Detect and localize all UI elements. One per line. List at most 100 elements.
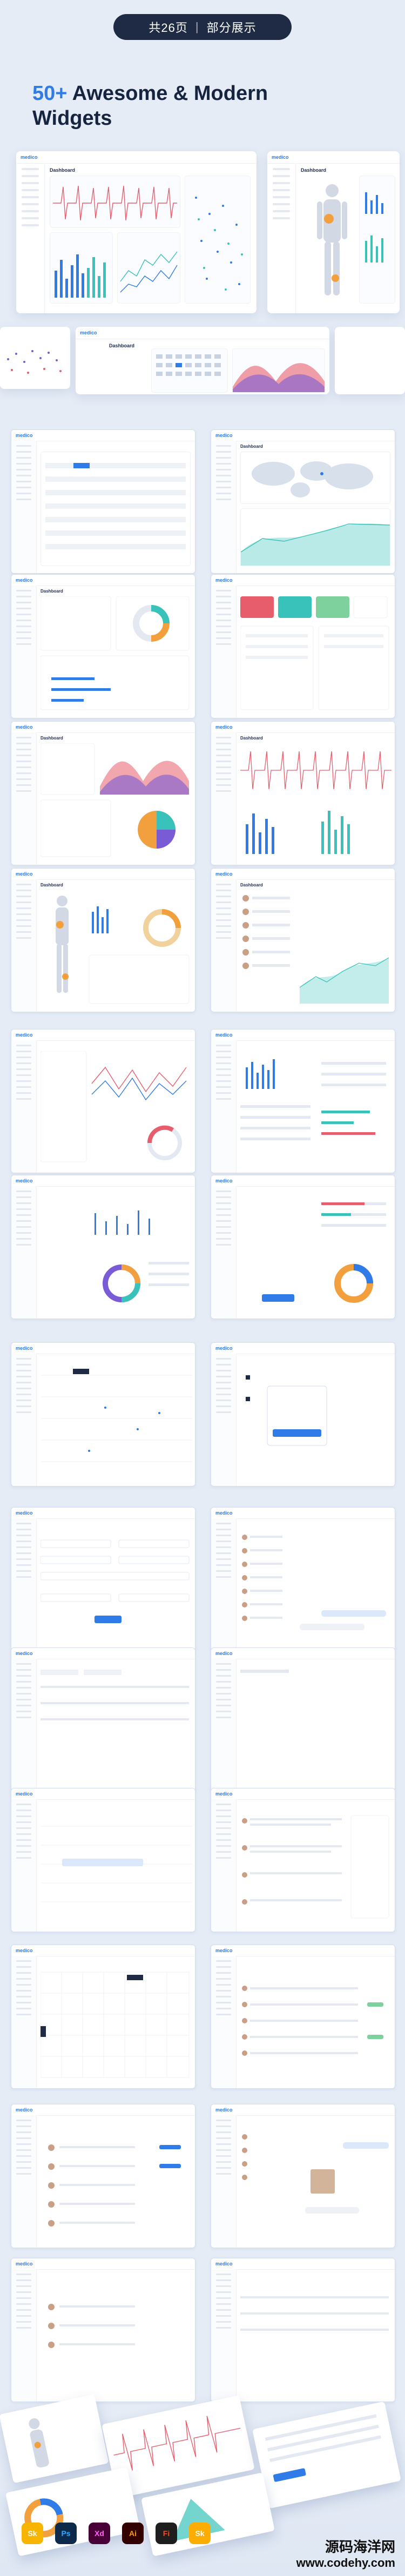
screens-row-5: medico medico <box>11 1029 395 1175</box>
scatter-box <box>185 176 251 304</box>
screen-add-patient: medico <box>11 1507 195 1651</box>
showcase-grid <box>265 2414 381 2482</box>
panel-sidebar <box>16 163 45 313</box>
panel-sidebar <box>267 163 296 313</box>
scatter-plot <box>195 197 243 291</box>
screen-stat-cards: medico <box>211 574 395 718</box>
xd-icon: Xd <box>89 2523 110 2544</box>
body-map-widgets <box>56 896 190 1004</box>
card-logo: medico <box>215 577 233 583</box>
screen-reviews: medico <box>211 1788 395 1932</box>
records-list <box>48 2144 181 2227</box>
ring-widgets <box>94 1210 189 1302</box>
screen-patients-list: medico <box>211 1945 395 2089</box>
screens-row-9: medico medico <box>11 1647 395 1793</box>
month-grid <box>40 1972 190 2078</box>
screens-row-10: medico medico <box>11 1788 395 1934</box>
hero-right-panel <box>335 327 405 394</box>
screen-ring-chart: medico <box>11 1175 195 1319</box>
timeline-grid <box>40 1826 192 1902</box>
hero-calendar-panel: medico Dashboard <box>76 327 329 394</box>
page-count-label: 共26页 <box>148 21 188 35</box>
showcase-donut <box>24 2498 64 2538</box>
photoshop-icon: Ps <box>55 2523 77 2544</box>
trend-widgets <box>40 1051 187 1162</box>
panel-logo: medico <box>21 154 38 160</box>
screen-gauges: medico Dashboard <box>11 574 195 718</box>
review-list <box>242 1815 389 1919</box>
card-logo: medico <box>16 577 33 583</box>
card-title: Dashboard <box>240 444 263 449</box>
card-logo: medico <box>215 1510 233 1516</box>
panel-title: Dashboard <box>301 167 327 173</box>
card-logo: medico <box>16 724 33 730</box>
schedule-modal <box>246 1375 327 1446</box>
card-title: Dashboard <box>40 883 63 887</box>
card-logo: medico <box>215 1032 233 1038</box>
calendar-box <box>151 348 228 393</box>
card-logo: medico <box>215 724 233 730</box>
showcase-tilted-screen-2 <box>102 2395 255 2499</box>
card-logo: medico <box>215 2261 233 2266</box>
stats-box <box>359 176 395 304</box>
ecg-line-chart <box>53 185 177 221</box>
illustrator-icon: Ai <box>122 2523 144 2544</box>
card-title: Dashboard <box>240 883 263 887</box>
screen-chat: medico <box>211 2104 395 2248</box>
screen-calendar-month: medico <box>11 1945 195 2089</box>
screen-schedule-modal: medico <box>211 1342 395 1487</box>
screen-world-map: medico Dashboard <box>211 429 395 574</box>
screen-ecg: medico Dashboard <box>211 721 395 865</box>
card-logo: medico <box>16 2261 33 2266</box>
stat-cards <box>240 596 389 710</box>
watermark-title: 源码海洋网 <box>325 2539 395 2555</box>
settings-list <box>48 2304 135 2348</box>
form-fields <box>40 1539 190 1623</box>
appointment-rows <box>240 2296 389 2331</box>
card-logo: medico <box>16 1346 33 1351</box>
card-logo: medico <box>16 1510 33 1516</box>
screens-row-4: medico Dashboard medico Dashboard <box>11 868 395 1014</box>
small-line-chart <box>120 251 178 293</box>
card-logo: medico <box>215 433 233 438</box>
area-chart <box>240 523 390 566</box>
headline: 50+ Awesome & Modern Widgets <box>32 81 268 131</box>
watermark-url: www.codehy.com <box>296 2556 395 2570</box>
card-logo: medico <box>215 1791 233 1797</box>
panel-topbar: medico <box>76 327 329 339</box>
card-logo: medico <box>215 1651 233 1656</box>
screens-row-2: medico Dashboard medico <box>11 574 395 720</box>
donut-widgets <box>262 1202 386 1303</box>
screen-appointments-grid: medico <box>11 1342 195 1487</box>
card-logo: medico <box>16 871 33 877</box>
screen-blank-dashboard: medico <box>211 1647 395 1792</box>
hero-schedule-panel <box>0 327 70 389</box>
card-logo: medico <box>16 1032 33 1038</box>
card-logo: medico <box>16 1791 33 1797</box>
screen-settings: medico <box>11 2258 195 2402</box>
screen-appointments-today: medico <box>211 2258 395 2402</box>
wave-chart-box <box>232 348 325 393</box>
showcase-tilted-screen-4 <box>5 2467 140 2557</box>
sketch-alt-icon: Sk <box>189 2523 211 2544</box>
screen-messages: medico <box>211 1507 395 1651</box>
line-chart-box <box>117 232 180 304</box>
wave-area-chart <box>233 363 325 392</box>
screen-calendar-pie: medico Dashboard <box>11 721 195 865</box>
card-logo: medico <box>16 1651 33 1656</box>
human-body-icon <box>317 184 347 295</box>
card-logo: medico <box>215 1178 233 1183</box>
screens-row-12: medico medico <box>11 2104 395 2250</box>
message-list <box>242 1535 386 1630</box>
showcase-tilted-screen-3 <box>252 2401 401 2509</box>
appointments-grid <box>40 1369 192 1462</box>
bar-chart <box>55 254 106 298</box>
dotted-chart <box>7 350 62 374</box>
table-rows <box>45 463 186 549</box>
card-logo: medico <box>215 1346 233 1351</box>
bottom-showcase <box>0 2394 405 2576</box>
screen-appointments-table: medico <box>11 429 195 574</box>
card-logo: medico <box>16 2107 33 2113</box>
card-title: Dashboard <box>40 589 63 594</box>
panel-title: Dashboard <box>50 167 76 173</box>
